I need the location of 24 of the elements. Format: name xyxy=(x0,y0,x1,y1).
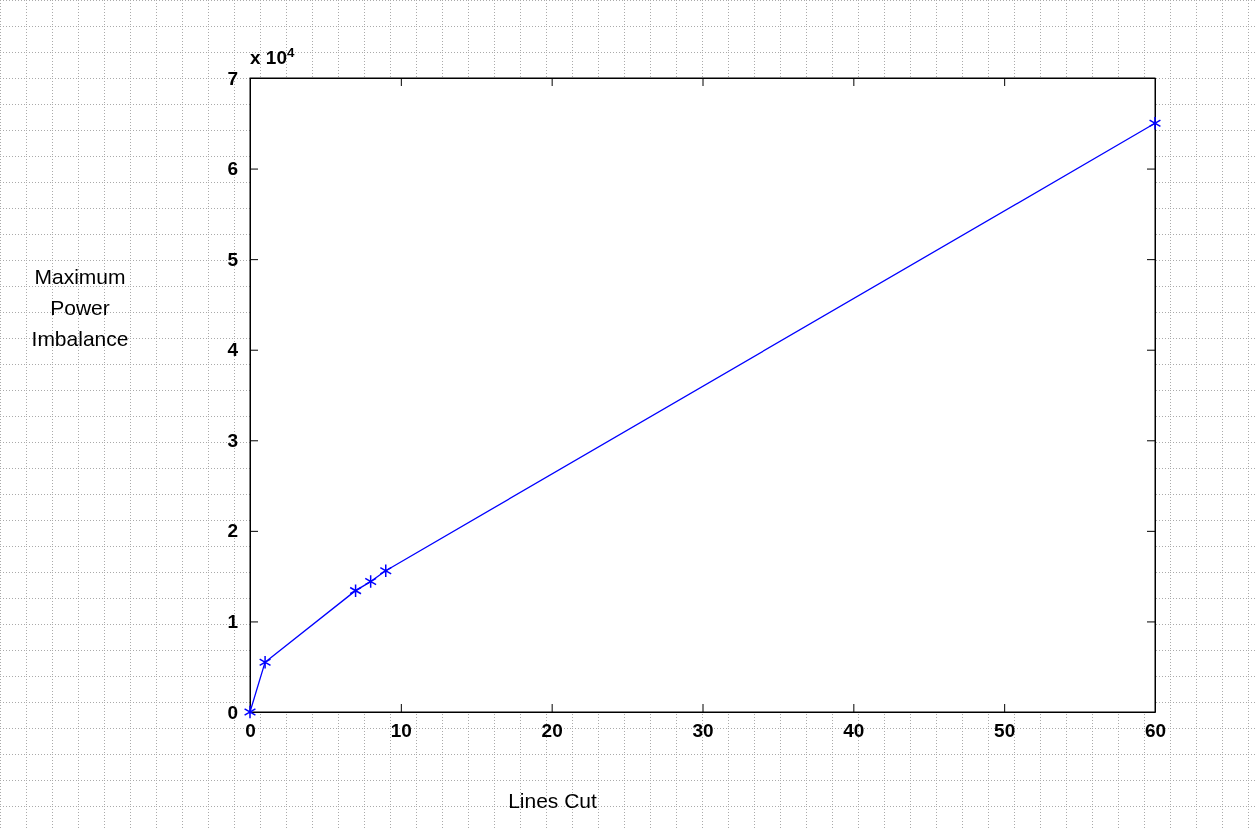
point xyxy=(379,563,392,578)
y-axis-title: Maximum Power Imbalance xyxy=(31,265,129,350)
y-tick-label: 3 xyxy=(227,429,238,451)
point xyxy=(258,655,272,670)
point xyxy=(1148,116,1162,131)
y-tick-label: 0 xyxy=(227,701,238,723)
y-tick-label: 4 xyxy=(227,339,239,361)
x-axis-title: Lines Cut xyxy=(508,789,598,812)
text: x 10$^{4}$ xyxy=(250,44,295,68)
y-tick-label: 7 xyxy=(227,67,238,89)
point xyxy=(364,574,377,589)
x-tick-label: 50 xyxy=(994,720,1016,742)
x-tick-label: 40 xyxy=(843,720,865,742)
x-tick-label: 10 xyxy=(390,720,412,742)
y-tick-label: 6 xyxy=(227,158,238,180)
y-tick-label: 5 xyxy=(227,248,239,270)
y-tick-label: 1 xyxy=(227,611,239,633)
point xyxy=(243,705,257,720)
x-tick-label: 60 xyxy=(1144,720,1167,742)
x-tick-label: 30 xyxy=(692,720,714,742)
x-tick-label: 0 xyxy=(245,720,256,742)
x-tick-label: 20 xyxy=(541,720,563,742)
point xyxy=(349,583,362,598)
y-tick-label: 2 xyxy=(227,520,238,542)
